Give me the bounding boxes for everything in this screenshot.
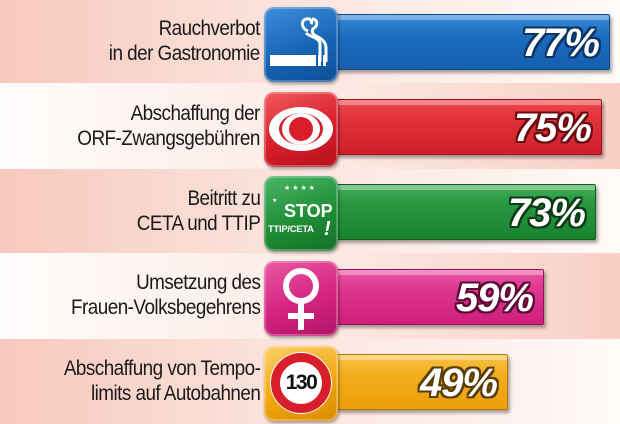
- row-label-line1: Beitritt zu: [187, 187, 260, 210]
- value-label-5: 49%: [419, 361, 498, 405]
- row-label-4: Umsetzung des Frauen-Volksbegehrens: [70, 270, 261, 320]
- bar-2: 75%: [334, 99, 602, 155]
- stop-ttip-ceta-icon: ★ ★ ★ ★ ★ STOP TTIP/CETA !: [264, 176, 338, 251]
- row-label-line2: ORF-Zwangsgebühren: [77, 127, 260, 150]
- bar-1: 77%: [334, 14, 610, 70]
- female-symbol-icon: [264, 261, 338, 336]
- bar-5: 49%: [334, 354, 508, 410]
- row-label-line2: limits auf Autobahnen: [90, 382, 261, 405]
- bar-3: 73%: [334, 184, 596, 240]
- row-label-line2: CETA und TTIP: [136, 212, 260, 235]
- row-label-line1: Abschaffung von Tempo-: [63, 357, 260, 380]
- row-label-line2: in der Gastronomie: [108, 42, 261, 65]
- no-smoking-icon: [264, 7, 338, 82]
- bar-4: 59%: [334, 269, 544, 325]
- icon-stop-text: STOP: [284, 201, 333, 221]
- icon-ttip-ceta-text: TTIP/CETA: [268, 224, 314, 235]
- row-label-line1: Abschaffung der: [130, 102, 261, 125]
- value-label-3: 73%: [507, 191, 586, 235]
- row-label-3: Beitritt zu CETA und TTIP: [136, 186, 260, 236]
- speed-limit-130-icon: 130: [264, 346, 338, 421]
- svg-text:★: ★: [272, 197, 277, 204]
- row-label-line2: Frauen-Volksbegehrens: [70, 296, 261, 319]
- value-label-1: 77%: [521, 21, 600, 65]
- icon-130-text: 130: [285, 371, 318, 394]
- row-label-1: Rauchverbot in der Gastronomie: [108, 16, 261, 66]
- value-label-4: 59%: [455, 276, 534, 320]
- value-label-2: 75%: [513, 106, 592, 150]
- svg-text:★ ★ ★ ★: ★ ★ ★ ★: [284, 184, 315, 192]
- row-label-5: Abschaffung von Tempo- limits auf Autoba…: [63, 356, 260, 406]
- orf-eye-logo-icon: [264, 92, 338, 167]
- row-label-line1: Umsetzung des: [135, 271, 261, 294]
- row-label-2: Abschaffung der ORF-Zwangsgebühren: [77, 101, 260, 151]
- row-label-line1: Rauchverbot: [158, 17, 261, 40]
